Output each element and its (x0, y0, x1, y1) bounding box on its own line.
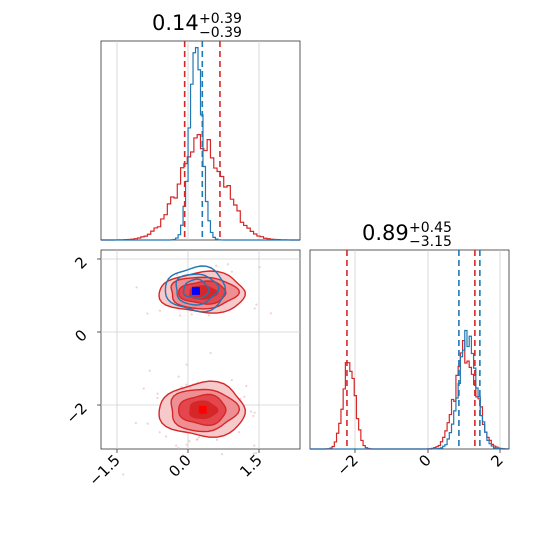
scatter-point (158, 309, 162, 312)
scatter-point (177, 375, 180, 378)
scatter-point (239, 397, 242, 400)
scatter-point (175, 273, 179, 277)
title-top-plus: +0.39 (199, 11, 242, 27)
x1-tick-label-2: 1.5 (236, 451, 266, 481)
x2-tick-label-0: −2 (333, 451, 361, 479)
scatter-point (249, 410, 253, 413)
marginal-x2-hists (310, 329, 510, 450)
scatter-point (215, 264, 218, 267)
x1-ticks (116, 449, 260, 453)
scatter-point (195, 438, 198, 441)
x2-tick-label-2: 2 (487, 451, 506, 470)
hist-x1-blue (101, 47, 300, 241)
y2-tick-label-2: −2 (62, 399, 90, 427)
scatter-point (230, 270, 234, 273)
y2-tick-label-1: 0 (71, 326, 90, 345)
scatter-point (245, 384, 248, 388)
marker-point-0 (191, 286, 200, 295)
scatter-point (220, 453, 224, 456)
scatter-point (243, 395, 246, 398)
scatter-point (179, 314, 182, 317)
scatter-point (185, 363, 188, 366)
marker-point-1 (198, 405, 207, 414)
marginal-x1-quantiles (183, 41, 221, 240)
scatter-point (252, 414, 255, 418)
scatter-point (258, 266, 261, 269)
scatter-point (177, 446, 180, 450)
marginal-x1-hists (100, 47, 301, 241)
scatter-point (185, 443, 188, 446)
scatter-point (253, 444, 256, 447)
title-top: 0.14 (152, 11, 199, 35)
x2-ticks (354, 449, 501, 453)
x1-tick-label-0: −1.5 (85, 451, 123, 489)
marginal-x1-panel (100, 40, 301, 241)
scatter-point (190, 313, 193, 316)
scatter-point (237, 431, 241, 434)
marginal-x2-grid (354, 250, 501, 449)
scatter-point (146, 422, 149, 425)
contour-blue-1 (175, 273, 220, 306)
hist-x2-blue (310, 329, 510, 450)
scatter-point (181, 454, 184, 457)
scatter-point (156, 396, 159, 400)
scatter-point (197, 436, 201, 439)
scatter-point (156, 392, 159, 395)
scatter-point (175, 444, 178, 447)
scatter-point (253, 411, 256, 414)
scatter-point (146, 312, 149, 315)
scatter-point (269, 312, 272, 315)
title-right-plus: +0.45 (409, 220, 452, 236)
scatter-point (158, 431, 161, 434)
title-top-minus: −0.39 (199, 25, 242, 41)
scatter-point (207, 314, 210, 317)
marginal-x2-panel (309, 249, 510, 450)
marginal-x2-quantiles (346, 250, 481, 449)
joint-contours (158, 265, 247, 438)
scatter-point (148, 369, 151, 372)
title-right-minus: −3.15 (409, 234, 452, 250)
scatter-point (142, 387, 145, 390)
scatter-point (253, 307, 256, 310)
scatter-point (209, 351, 212, 355)
hist-x1-red (100, 134, 301, 241)
scatter-point (185, 383, 188, 386)
scatter-point (230, 378, 233, 382)
x1-tick-label-1: 0.0 (165, 451, 195, 481)
scatter-point (122, 473, 125, 476)
joint-panel (100, 249, 301, 476)
scatter-point (215, 438, 219, 441)
scatter-point (164, 435, 168, 438)
x2-tick-label-1: 0 (415, 451, 434, 470)
scatter-point (252, 452, 255, 455)
joint-markers (191, 286, 207, 414)
contour-blue-2 (182, 278, 210, 299)
y2-tick-label-0: 2 (71, 253, 90, 272)
scatter-point (255, 303, 258, 306)
scatter-point (188, 440, 191, 443)
scatter-point (180, 385, 183, 389)
y2-ticks (97, 258, 101, 406)
scatter-point (254, 452, 258, 455)
scatter-point (135, 286, 138, 289)
scatter-point (226, 263, 230, 266)
title-right: 0.89 (362, 221, 409, 245)
contour-blue-0 (164, 265, 227, 313)
scatter-point (134, 421, 137, 424)
